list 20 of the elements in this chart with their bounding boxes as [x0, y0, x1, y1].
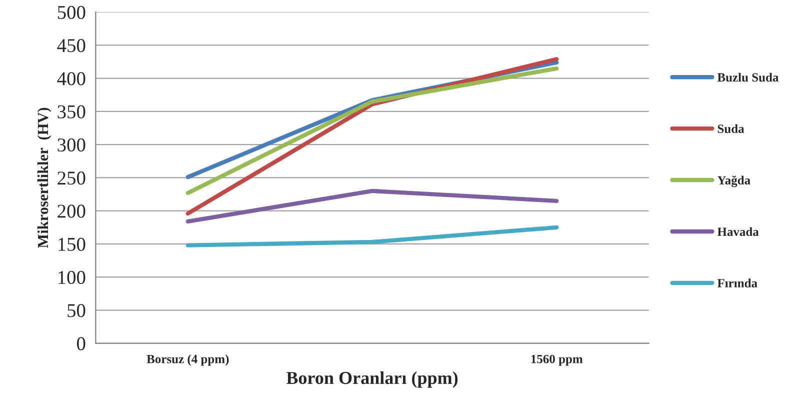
y-axis-title: Mikrosertlikler (HV) — [37, 108, 52, 248]
y-tick-label: 400 — [57, 72, 86, 86]
y-tick-label: 500 — [58, 6, 86, 20]
y-tick-label: 350 — [58, 105, 86, 118]
y-tick-label: 250 — [58, 172, 86, 185]
x-tick-label: 1560 ppm — [531, 354, 583, 366]
y-tick-label: 100 — [58, 270, 86, 284]
y-tick-label: 450 — [57, 39, 86, 52]
legend-label: Suda — [718, 124, 744, 134]
legend-label: Yağda — [717, 176, 750, 188]
legend-label: Havada — [717, 227, 759, 236]
legend-label: Buzlu Suda — [717, 72, 779, 82]
y-tick-label: 50 — [68, 304, 86, 318]
x-axis-title: Boron Oranları (ppm) — [286, 371, 458, 388]
y-tick-label: 200 — [58, 204, 86, 218]
y-tick-label: 150 — [58, 238, 86, 251]
x-tick-label: Borsuz (4 ppm) — [146, 354, 229, 366]
legend-label: Fırında — [717, 278, 758, 288]
y-tick-label: 0 — [76, 337, 86, 350]
y-tick-label: 300 — [58, 138, 86, 152]
